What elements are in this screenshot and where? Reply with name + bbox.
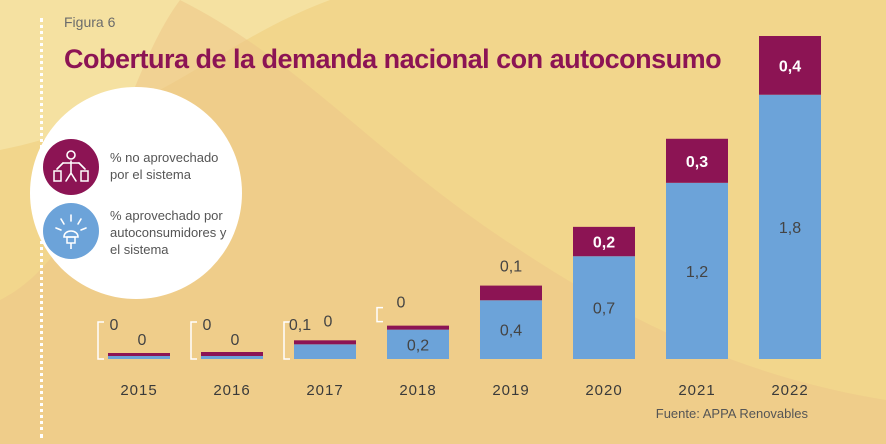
solar-panel-icon [43,203,99,259]
bar-unused-2021 [666,138,728,183]
bar-used-2019 [480,300,542,359]
bar-unused-2018 [387,325,449,330]
bracket-2018 [376,306,383,323]
label-unused-2017: 0,1 [289,317,311,334]
bar-used-2020 [573,256,635,359]
label-unused-2020: 0,2 [593,235,615,252]
label-unused-2018: 0 [397,295,406,312]
bar-used-2017 [294,344,356,359]
label-used-2016: 0 [231,332,240,349]
bracket-2016 [190,321,197,360]
label-unused-2015: 0 [110,317,119,334]
label-unused-2021: 0,3 [686,154,708,171]
bracket-2015 [97,321,104,360]
label-unused-2019: 0,1 [500,259,522,276]
bar-unused-2022 [759,36,821,95]
label-used-2019: 0,4 [500,323,522,340]
bar-used-2015 [108,356,170,359]
label-used-2021: 1,2 [686,264,708,281]
label-used-2015: 0 [138,332,147,349]
x-tick-2018: 2018 [399,382,436,399]
label-unused-2016: 0 [203,317,212,334]
x-tick-2017: 2017 [306,382,343,399]
x-tick-2016: 2016 [213,382,250,399]
legend: % no aprovechado por el sistema % aprove… [30,87,242,299]
legend-label-unused: % no aprovechado por el sistema [110,150,219,182]
x-tick-2019: 2019 [492,382,529,399]
x-tick-2020: 2020 [585,382,622,399]
bar-used-2018 [387,329,449,359]
bar-unused-2019 [480,285,542,301]
bracket-2017 [283,321,290,360]
bar-unused-2015 [108,353,170,356]
legend-label-used: % aprovechado por autoconsumidores y el … [110,208,227,257]
figure-label: Figura 6 [64,14,116,30]
bar-used-2016 [201,356,263,359]
label-used-2018: 0,2 [407,337,429,354]
x-tick-2015: 2015 [120,382,157,399]
bar-used-2022 [759,94,821,360]
chart-title: Cobertura de la demanda nacional con aut… [64,44,722,74]
label-used-2022: 1,8 [779,220,801,237]
x-tick-2021: 2021 [678,382,715,399]
bar-used-2021 [666,182,728,359]
source-note: Fuente: APPA Renovables [655,406,808,421]
label-used-2017: 0 [324,313,333,330]
bar-unused-2017 [294,340,356,345]
label-used-2020: 0,7 [593,301,615,318]
label-unused-2022: 0,4 [779,58,801,75]
people-charging-icon [43,139,99,195]
x-tick-2022: 2022 [771,382,808,399]
bar-unused-2016 [201,352,263,356]
bar-unused-2020 [573,226,635,257]
